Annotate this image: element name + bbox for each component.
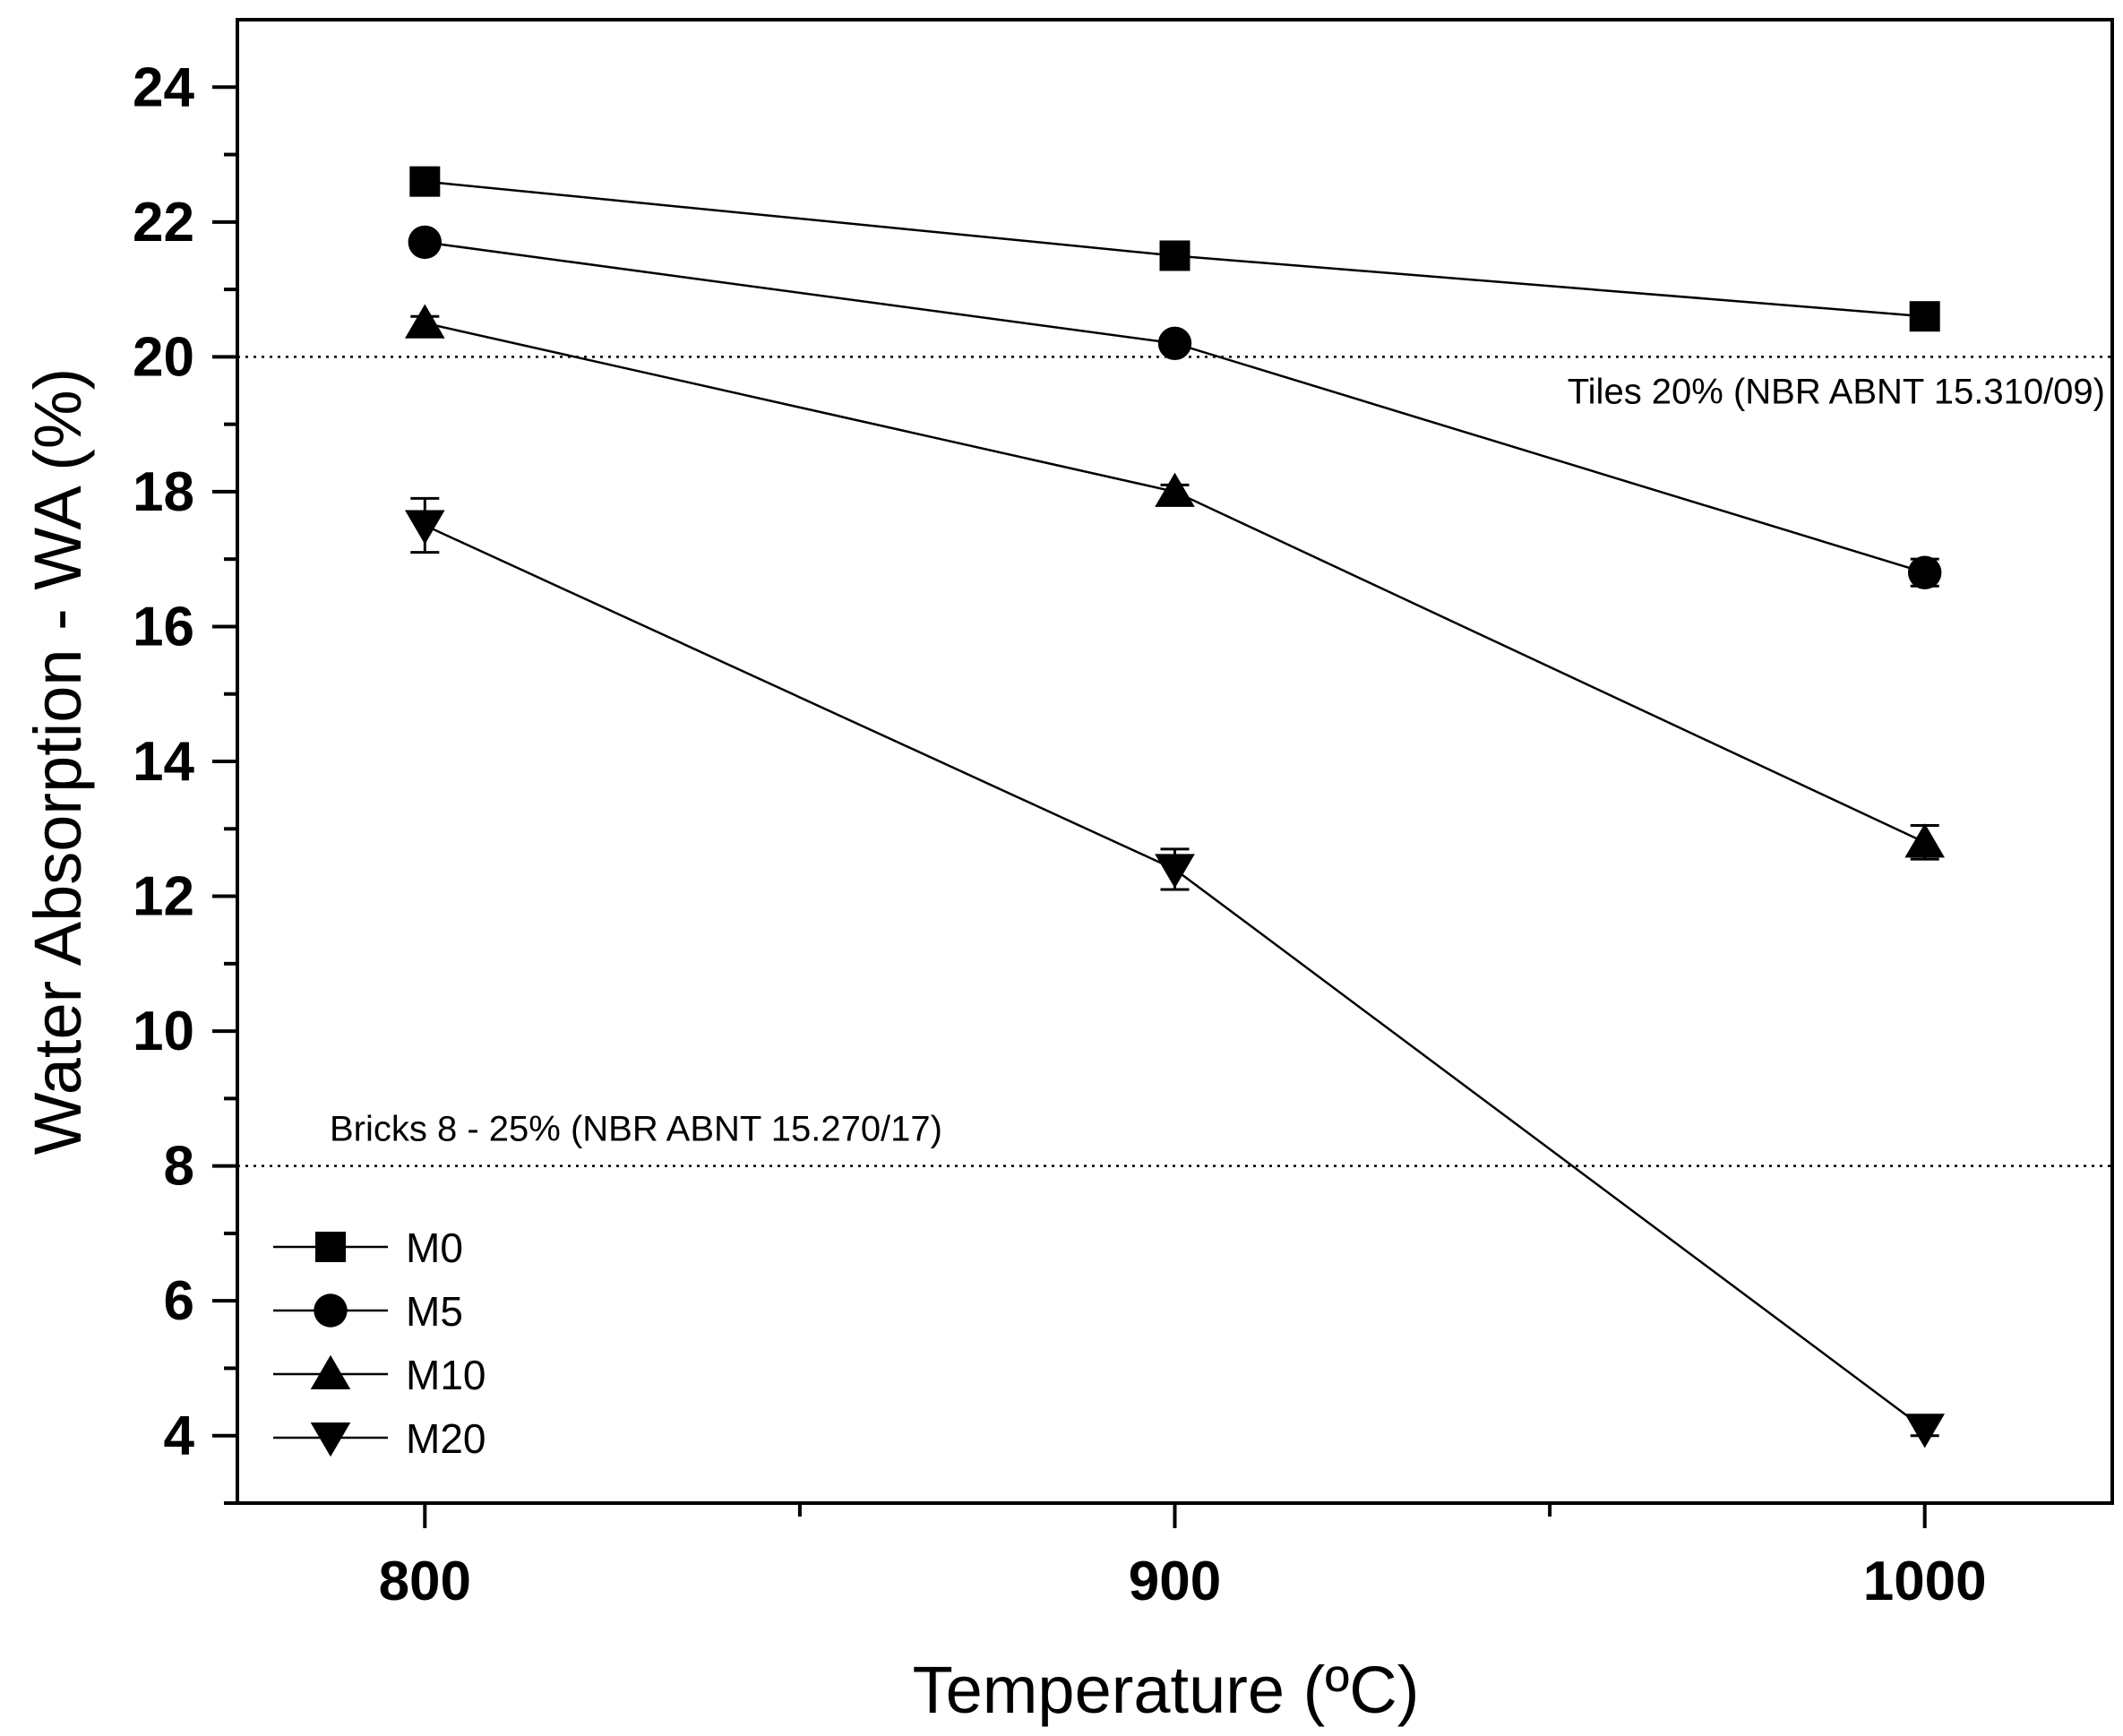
reference-lines: Tiles 20% (NBR ABNT 15.310/09) Bricks 8 -… bbox=[237, 356, 2112, 1167]
data-point bbox=[1155, 854, 1195, 889]
legend-marker bbox=[314, 1293, 348, 1328]
y-axis-title: Water Absorption - WA (%) bbox=[21, 368, 95, 1156]
data-point bbox=[408, 225, 442, 260]
x-tick-label: 900 bbox=[1129, 1551, 1221, 1612]
y-tick-label: 8 bbox=[164, 1136, 194, 1198]
axes: 4 6 8 10 12 14 16 18 20 22 24 800 900 1000 bbox=[133, 56, 1987, 1612]
data-point bbox=[1904, 823, 1946, 858]
data-point bbox=[1159, 240, 1190, 271]
y-tick-label: 12 bbox=[133, 866, 194, 928]
reference-label: Tiles 20% (NBR ABNT 15.310/09) bbox=[1568, 372, 2105, 411]
data-point bbox=[1155, 472, 1195, 507]
data-point bbox=[1157, 326, 1192, 361]
series-m10 bbox=[404, 304, 1946, 861]
y-tick-label: 6 bbox=[164, 1270, 194, 1332]
data-point bbox=[1904, 1414, 1946, 1448]
x-tick-label: 1000 bbox=[1863, 1551, 1987, 1612]
legend-item-m20: M20 bbox=[273, 1415, 486, 1462]
legend: M0 M5 M10 M20 bbox=[273, 1225, 486, 1462]
series-m20 bbox=[404, 496, 1946, 1448]
data-point bbox=[1908, 555, 1942, 589]
y-tick-label: 4 bbox=[164, 1405, 195, 1467]
legend-marker bbox=[315, 1232, 346, 1262]
series-m0 bbox=[409, 166, 1940, 332]
y-tick-label: 16 bbox=[133, 596, 194, 657]
legend-label: M0 bbox=[406, 1225, 463, 1271]
legend-label: M5 bbox=[406, 1288, 463, 1335]
y-tick-label: 20 bbox=[133, 326, 194, 388]
x-tick-label: 800 bbox=[379, 1551, 471, 1612]
legend-item-m5: M5 bbox=[273, 1288, 463, 1335]
series-layer bbox=[404, 166, 1946, 1448]
legend-item-m10: M10 bbox=[273, 1352, 486, 1398]
x-axis-title: Temperature (ºC) bbox=[913, 1653, 1420, 1727]
legend-marker bbox=[310, 1354, 351, 1389]
y-tick-label: 24 bbox=[133, 56, 194, 118]
reference-label: Bricks 8 - 25% (NBR ABNT 15.270/17) bbox=[330, 1110, 942, 1149]
legend-marker bbox=[310, 1422, 351, 1457]
data-point bbox=[409, 166, 441, 197]
data-point bbox=[404, 304, 445, 339]
y-tick-label: 14 bbox=[133, 731, 194, 793]
y-tick-label: 22 bbox=[133, 192, 194, 254]
y-tick-label: 18 bbox=[133, 461, 194, 523]
legend-item-m0: M0 bbox=[273, 1225, 463, 1271]
y-tick-label: 10 bbox=[133, 1001, 194, 1062]
data-point bbox=[404, 510, 445, 545]
series-line bbox=[424, 524, 1926, 1431]
legend-label: M10 bbox=[406, 1352, 486, 1398]
data-point bbox=[1909, 301, 1940, 332]
legend-label: M20 bbox=[406, 1415, 486, 1462]
series-m5 bbox=[408, 225, 1942, 589]
